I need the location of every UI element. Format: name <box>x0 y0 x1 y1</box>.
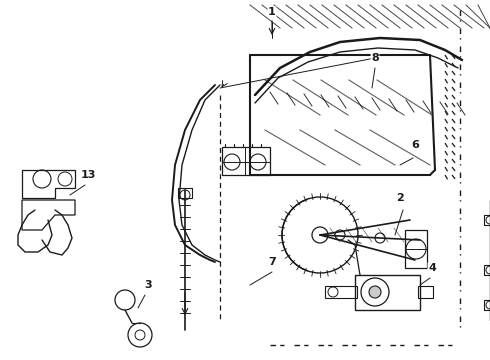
Text: 8: 8 <box>371 53 379 63</box>
Text: 2: 2 <box>396 193 404 203</box>
Bar <box>405 230 427 268</box>
Text: 1: 1 <box>268 7 276 17</box>
Bar <box>418 286 433 298</box>
Circle shape <box>375 233 385 243</box>
Text: 7: 7 <box>268 257 276 267</box>
Text: 13: 13 <box>80 170 96 180</box>
Bar <box>222 147 270 175</box>
Text: 3: 3 <box>144 280 152 290</box>
Text: 4: 4 <box>428 263 436 273</box>
Circle shape <box>369 286 381 298</box>
Circle shape <box>335 230 345 240</box>
Bar <box>355 275 420 310</box>
Bar <box>484 300 490 310</box>
Bar <box>325 286 357 298</box>
Bar <box>484 215 490 225</box>
Bar <box>484 265 490 275</box>
Circle shape <box>312 227 328 243</box>
Text: 6: 6 <box>411 140 419 150</box>
Bar <box>178 188 192 198</box>
